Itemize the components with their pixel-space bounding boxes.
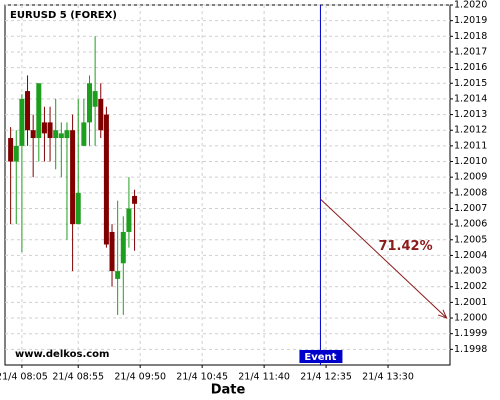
candle-body — [8, 138, 14, 162]
x-tick-label: 21/4 08:55 — [52, 372, 104, 383]
y-tick-label: 1.2008 — [454, 187, 487, 198]
y-tick-label: 1.2005 — [454, 234, 487, 245]
event-label: Event — [304, 352, 336, 363]
candle-body — [115, 271, 121, 279]
y-tick-label: 1.2011 — [454, 140, 487, 151]
y-tick-label: 1.2006 — [454, 219, 487, 230]
candle-body — [86, 83, 92, 123]
candle-body — [25, 91, 31, 131]
y-tick-label: 1.2013 — [454, 109, 487, 120]
candle-body — [75, 192, 81, 225]
y-tick-label: 1.2010 — [454, 156, 487, 167]
x-tick-label: 21/4 08:05 — [0, 372, 48, 383]
y-tick-label: 1.1999 — [454, 328, 487, 339]
x-tick-label: 21/4 12:35 — [300, 372, 352, 383]
y-tick-label: 1.2016 — [454, 62, 487, 73]
y-tick-label: 1.2020 — [454, 0, 487, 11]
arrow-head — [438, 309, 448, 319]
projection-label: 71.42% — [378, 239, 432, 254]
candle-body — [58, 133, 64, 139]
marks — [8, 36, 138, 315]
projection-arrow — [320, 198, 447, 319]
x-tick-label: 21/4 13:30 — [362, 372, 414, 383]
candle-body — [30, 130, 36, 139]
candle-body — [41, 122, 47, 134]
candle-body — [126, 208, 132, 232]
chart-title: EURUSD 5 (FOREX) — [10, 10, 117, 21]
x-tick-label: 21/4 09:50 — [114, 372, 166, 383]
x-axis-label: Date — [211, 383, 246, 398]
y-tick-label: 1.1998 — [454, 344, 487, 355]
candle-body — [19, 98, 25, 146]
candle-body — [98, 98, 104, 131]
x-tick-label: 21/4 11:40 — [238, 372, 290, 383]
event-box — [299, 350, 343, 363]
y-tick-label: 1.2001 — [454, 297, 487, 308]
candle-body — [81, 122, 87, 146]
candle-body — [120, 231, 126, 264]
candle-body — [64, 130, 70, 139]
y-tick-label: 1.2014 — [454, 93, 487, 104]
y-tick-label: 1.2007 — [454, 203, 487, 214]
candle-body — [103, 114, 109, 245]
candle-body — [53, 130, 59, 139]
y-tick-label: 1.2004 — [454, 250, 487, 261]
candle-body — [36, 83, 42, 139]
x-tick-label: 21/4 10:45 — [176, 372, 228, 383]
watermark: www.delkos.com — [15, 349, 109, 360]
plot-area — [4, 4, 451, 366]
y-tick-label: 1.2002 — [454, 281, 487, 292]
y-tick-label: 1.2009 — [454, 172, 487, 183]
candle-body — [92, 91, 98, 107]
y-tick-label: 1.2015 — [454, 78, 487, 89]
y-tick-label: 1.2017 — [454, 46, 487, 57]
y-tick-label: 1.2018 — [454, 31, 487, 42]
candle-body — [70, 130, 76, 225]
candle-body — [47, 122, 53, 139]
y-tick-label: 1.2003 — [454, 266, 487, 277]
y-tick-label: 1.2012 — [454, 125, 487, 136]
candle-body — [109, 231, 115, 272]
y-tick-label: 1.2019 — [454, 15, 487, 26]
candle-body — [132, 195, 138, 204]
y-tick-label: 1.2000 — [454, 313, 487, 324]
candle-body — [13, 145, 19, 162]
